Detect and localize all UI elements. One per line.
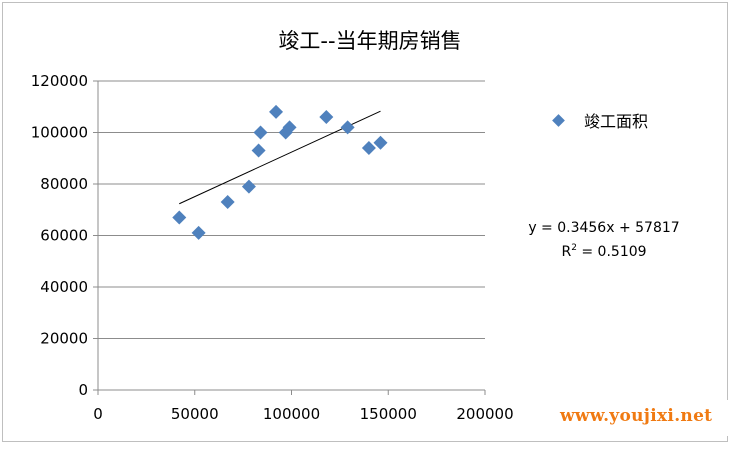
legend-label: 竣工面积 <box>584 112 648 131</box>
data-point-diamond <box>269 104 284 119</box>
legend-marker-diamond <box>552 114 565 127</box>
watermark-text: www.youjixi.net <box>560 406 713 426</box>
data-point-diamond <box>361 140 376 155</box>
y-tick-labels: 0 20000 40000 60000 80000 100000 120000 <box>31 72 88 399</box>
data-point-diamond <box>251 143 266 158</box>
data-point-diamond <box>191 225 206 240</box>
data-point-diamond <box>340 120 355 135</box>
y-tick-label: 60000 <box>40 227 88 245</box>
r2-superscript: 2 <box>571 243 577 253</box>
y-tick-label: 80000 <box>40 175 88 193</box>
x-tick-label: 100000 <box>263 405 320 423</box>
data-point-diamond <box>220 195 235 210</box>
chart-title: 竣工--当年期房销售 <box>278 29 461 53</box>
x-tick-labels: 0 50000 100000 150000 200000 <box>93 405 513 423</box>
r2-value: = 0.5109 <box>577 244 647 260</box>
y-tick-label: 120000 <box>31 72 88 90</box>
data-points <box>172 104 388 240</box>
data-point-diamond <box>172 210 187 225</box>
data-point-diamond <box>282 120 297 135</box>
legend: 竣工面积 <box>552 112 648 131</box>
trendline-r2: R2 = 0.5109 <box>561 243 646 260</box>
x-tick-label: 0 <box>93 405 103 423</box>
x-tick-label: 200000 <box>456 405 513 423</box>
y-tick-label: 0 <box>78 381 88 399</box>
watermark-box: www.youjixi.net <box>548 400 738 436</box>
chart-frame <box>2 2 728 442</box>
data-point-diamond <box>373 135 388 150</box>
x-tick-label: 150000 <box>360 405 417 423</box>
y-tick-label: 20000 <box>40 330 88 348</box>
data-point-diamond <box>253 125 268 140</box>
axes <box>97 81 486 395</box>
y-tick-label: 100000 <box>31 124 88 142</box>
data-point-diamond <box>241 179 256 194</box>
r2-label: R <box>561 244 571 260</box>
trendline-equation: y = 0.3456x + 57817 <box>528 220 679 236</box>
x-tick-label: 50000 <box>171 405 219 423</box>
data-point-diamond <box>319 110 334 125</box>
y-tick-label: 40000 <box>40 278 88 296</box>
